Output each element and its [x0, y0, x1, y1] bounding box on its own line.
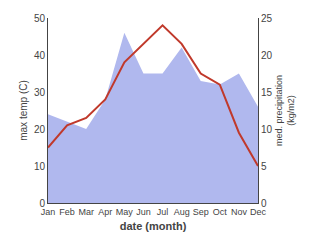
svg-text:Jan: Jan [41, 207, 56, 217]
svg-text:10: 10 [34, 161, 46, 172]
svg-text:Sep: Sep [193, 207, 209, 217]
svg-text:40: 40 [34, 50, 46, 61]
svg-text:0: 0 [261, 198, 267, 209]
svg-text:Aug: Aug [174, 207, 190, 217]
svg-text:30: 30 [34, 87, 46, 98]
svg-text:May: May [116, 207, 134, 217]
svg-text:Jun: Jun [136, 207, 151, 217]
svg-text:25: 25 [261, 13, 273, 24]
svg-text:20: 20 [34, 124, 46, 135]
svg-text:5: 5 [261, 161, 267, 172]
svg-text:50: 50 [34, 13, 46, 24]
svg-text:0: 0 [39, 198, 45, 209]
svg-text:Oct: Oct [213, 207, 228, 217]
svg-text:Apr: Apr [98, 207, 112, 217]
svg-text:max temp (C): max temp (C) [18, 80, 29, 141]
svg-text:Dec: Dec [250, 207, 267, 217]
svg-text:Jul: Jul [157, 207, 169, 217]
svg-text:Nov: Nov [231, 207, 248, 217]
svg-text:Feb: Feb [59, 207, 75, 217]
svg-text:20: 20 [261, 50, 273, 61]
svg-text:med. precipitation(kg/m2): med. precipitation(kg/m2) [274, 75, 296, 146]
svg-text:10: 10 [261, 124, 273, 135]
svg-text:date (month): date (month) [120, 220, 187, 232]
svg-text:15: 15 [261, 87, 273, 98]
svg-text:Mar: Mar [78, 207, 94, 217]
